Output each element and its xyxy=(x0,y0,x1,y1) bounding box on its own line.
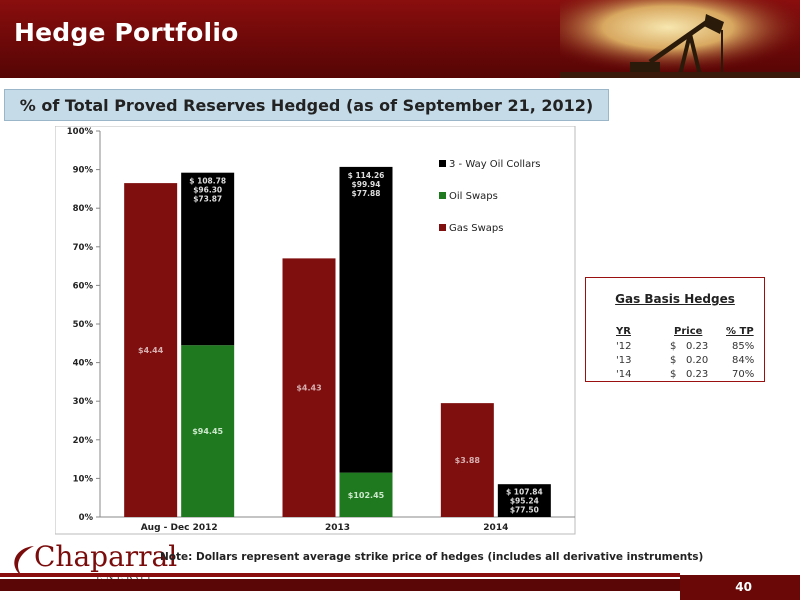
oil-collars-label: $95.24 xyxy=(510,497,539,506)
basis-yr: '12 xyxy=(616,341,632,352)
legend-label: 3 - Way Oil Collars xyxy=(449,159,541,170)
gas-swaps-label: $3.88 xyxy=(455,456,481,465)
logo-wordmark: Chaparral xyxy=(34,540,178,573)
oil-swaps-bar xyxy=(339,472,393,517)
y-tick-label: 30% xyxy=(73,397,94,407)
y-tick-label: 80% xyxy=(73,204,94,214)
basis-row: '14 $ 0.23 70% xyxy=(586,369,764,383)
basis-cur: $ xyxy=(670,355,677,366)
legend-label: Gas Swaps xyxy=(449,223,503,234)
y-tick-label: 10% xyxy=(73,474,94,484)
y-tick-label: 70% xyxy=(73,243,94,253)
y-tick-label: 50% xyxy=(73,320,94,330)
footer-accent xyxy=(0,573,680,577)
y-tick-label: 60% xyxy=(73,281,94,291)
basis-row: '13 $ 0.20 84% xyxy=(586,355,764,369)
oil-collars-label: $ 108.78 xyxy=(189,177,226,186)
basis-price: 0.20 xyxy=(686,355,709,366)
chart-subtitle: % of Total Proved Reserves Hedged (as of… xyxy=(19,95,594,115)
page-title: Hedge Portfolio xyxy=(14,18,239,47)
oil-collars-label: $73.87 xyxy=(193,195,222,204)
gas-swaps-bar xyxy=(440,403,494,517)
footnote: Note: Dollars represent average strike p… xyxy=(160,551,704,563)
oil-swaps-bar xyxy=(181,345,235,517)
page-number: 40 xyxy=(735,580,752,594)
y-tick-label: 0% xyxy=(79,513,94,523)
oil-collars-label: $99.94 xyxy=(352,180,381,189)
subtitle-banner: % of Total Proved Reserves Hedged (as of… xyxy=(4,89,609,121)
y-tick-label: 20% xyxy=(73,436,94,446)
basis-tp: 70% xyxy=(732,369,755,380)
basis-cur: $ xyxy=(670,369,677,380)
oil-collars-label: $ 107.84 xyxy=(506,488,543,497)
footer-bar xyxy=(0,579,680,591)
chart-container: 0% 10% 20% 30% 40% 50% 60% 70% 80% 90% 100% Aug - D… xyxy=(54,125,580,540)
basis-table-title: Gas Basis Hedges xyxy=(615,292,735,306)
gas-swaps-label: $4.43 xyxy=(296,384,321,393)
basis-header-price: Price xyxy=(674,326,703,337)
x-category-label: 2014 xyxy=(483,523,508,533)
oil-collars-bar xyxy=(497,484,551,517)
stacked-bar-chart: 0% 10% 20% 30% 40% 50% 60% 70% 80% 90% 100% Aug - D… xyxy=(54,125,576,535)
basis-cur: $ xyxy=(670,341,677,352)
basis-yr: '13 xyxy=(616,355,632,366)
y-tick-label: 90% xyxy=(73,166,94,176)
oil-collars-label: $ 114.26 xyxy=(348,171,385,180)
legend-swatch xyxy=(439,160,446,167)
x-category-label: 2013 xyxy=(325,523,350,533)
oil-collars-label: $96.30 xyxy=(193,186,222,195)
legend-swatch xyxy=(439,192,446,199)
logo-swoosh-icon xyxy=(14,546,34,576)
y-tick-label: 100% xyxy=(67,127,94,137)
basis-tp: 85% xyxy=(732,341,755,352)
logo-subtext: ENERGY xyxy=(96,573,155,583)
gas-basis-table: Gas Basis Hedges YR Price % TP '12 $ 0.2… xyxy=(585,277,765,382)
page-number-box: 40 xyxy=(680,575,800,600)
oil-swaps-label: $102.45 xyxy=(348,491,385,500)
oil-swaps-label: $94.45 xyxy=(192,427,223,436)
basis-row: '12 $ 0.23 85% xyxy=(586,341,764,355)
legend-swatch xyxy=(439,224,446,231)
legend-label: Oil Swaps xyxy=(449,191,498,202)
company-logo: Chaparral ENERGY xyxy=(8,540,177,584)
y-tick-label: 40% xyxy=(73,359,94,369)
basis-yr: '14 xyxy=(616,369,632,380)
oil-collars-label: $77.50 xyxy=(510,506,539,515)
oil-pump-image xyxy=(560,0,800,78)
oil-collars-bar xyxy=(181,172,235,346)
basis-header-tp: % TP xyxy=(726,326,754,337)
gas-swaps-bar xyxy=(282,258,336,517)
basis-tp: 84% xyxy=(732,355,755,366)
gas-swaps-label: $4.44 xyxy=(138,346,164,355)
x-category-label: Aug - Dec 2012 xyxy=(141,523,218,533)
header-bar: Hedge Portfolio xyxy=(0,0,800,78)
basis-price: 0.23 xyxy=(686,341,709,352)
oil-collars-bar xyxy=(339,166,393,473)
oil-collars-label: $77.88 xyxy=(352,189,381,198)
basis-header-yr: YR xyxy=(616,326,631,337)
gas-swaps-bar xyxy=(124,183,178,518)
basis-price: 0.23 xyxy=(686,369,709,380)
